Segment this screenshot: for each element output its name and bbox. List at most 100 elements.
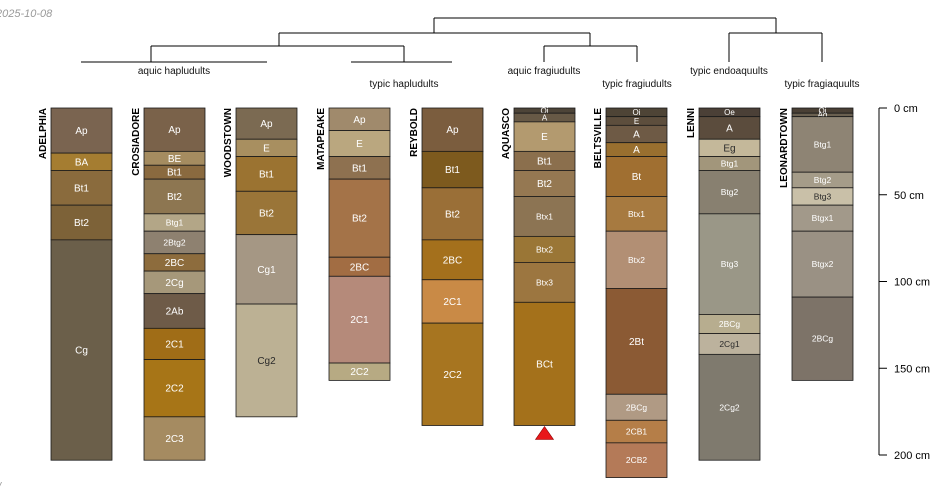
depth-tick-label: 100 cm (894, 277, 930, 289)
horizon-label: Btg3 (814, 191, 832, 201)
group-label: typic fragiudults (602, 79, 671, 90)
horizon-label: Bt1 (74, 183, 89, 194)
profile-name: CROSIADORE (131, 108, 142, 176)
profile-name: MATAPEAKE (316, 108, 327, 170)
horizon-label: Btg2 (721, 187, 739, 197)
horizon-block (791, 230, 854, 298)
horizon-label: Bt2 (445, 209, 460, 220)
horizon-label: Cg (75, 346, 88, 357)
horizon-label: Btgx1 (812, 213, 834, 223)
horizon-label: 2Cg (165, 278, 183, 289)
horizon-label: BCt (536, 359, 553, 370)
horizon-label: Btg1 (166, 217, 184, 227)
horizon-label: 2BCg (719, 319, 741, 329)
horizon-label: 2C3 (165, 434, 184, 445)
horizon-block (143, 107, 206, 152)
profile-name: WOODSTOWN (223, 108, 234, 177)
horizon-label: E (356, 139, 363, 150)
horizon-label: Btx1 (628, 209, 645, 219)
profile-name: LENNI (686, 108, 697, 138)
horizon-label: Bt2 (167, 192, 182, 203)
horizon-label: Bt2 (537, 179, 552, 190)
group-labels: aquic hapludults typic hapludults aquic fr… (138, 66, 860, 90)
depth-tick-label: 150 cm (894, 363, 930, 375)
group-label: typic hapludults (370, 79, 439, 90)
horizon-label: 2BC (165, 258, 184, 269)
horizon-block (605, 196, 668, 232)
horizon-block (143, 416, 206, 461)
horizon-label: 2C1 (443, 297, 462, 308)
profile-name: REYBOLD (409, 108, 420, 157)
bottom-marker (534, 425, 555, 440)
horizon-label: Ag (818, 111, 828, 120)
horizon-label: Btg1 (721, 158, 739, 168)
horizon-label: Btx2 (536, 244, 553, 254)
horizon-block (421, 322, 484, 426)
group-label: aquic fragiudults (508, 66, 581, 77)
horizon-label: E (541, 132, 548, 143)
group-label: aquic hapludults (138, 66, 210, 77)
horizon-block (50, 239, 113, 461)
horizon-label: E (263, 143, 270, 154)
group-label: typic endoaquults (690, 66, 768, 77)
horizon-label: 2Bt (629, 337, 644, 348)
horizon-label: A (726, 123, 733, 134)
horizon-label: Oi (541, 106, 549, 115)
profile-name: BELTSVILLE (593, 108, 604, 169)
horizon-label: 2BCg (812, 334, 834, 344)
horizon-label: 2C2 (443, 370, 462, 381)
horizon-label: Btg3 (721, 259, 739, 269)
horizon-label: 2C2 (165, 384, 184, 395)
horizon-block (235, 190, 298, 236)
horizon-block (421, 239, 484, 281)
horizon-label: Btg2 (814, 175, 832, 185)
dendrogram (81, 17, 823, 63)
horizon-label: A (633, 145, 640, 156)
horizon-label: Ap (446, 125, 459, 136)
date-stamp: 2025-10-08 (0, 8, 53, 20)
horizon-label: 2Cg2 (719, 402, 740, 412)
profile-name: AQUASCO (501, 108, 512, 159)
horizon-label: Bt1 (537, 156, 552, 167)
horizon-label: Ap (353, 115, 366, 126)
horizon-label: Oi (633, 108, 641, 117)
horizon-label: Bt1 (352, 163, 367, 174)
horizon-block (698, 353, 761, 461)
horizon-label: Bt (632, 172, 642, 183)
depth-tick-label: 200 cm (894, 450, 930, 462)
horizon-block (513, 301, 576, 426)
horizon-label: 2BCg (626, 402, 648, 412)
soil-profile: Oe A Eg Btg1 Btg2 Btg3 2BCg 2Cg1 2Cg2 LENNI (686, 107, 761, 461)
horizon-block (791, 116, 854, 173)
horizon-block (791, 296, 854, 381)
group-label: typic fragiaquults (784, 79, 859, 90)
horizon-label: 2BC (443, 255, 462, 266)
horizon-label: A (542, 113, 548, 122)
horizon-label: Oi (819, 106, 827, 115)
horizon-label: 2Btg2 (163, 237, 185, 247)
horizon-label: 2C1 (165, 339, 184, 350)
horizon-label: A (633, 130, 640, 141)
horizon-block (513, 262, 576, 303)
horizon-block (605, 442, 668, 478)
horizon-block (791, 204, 854, 232)
horizon-label: 2CB2 (626, 455, 648, 465)
depth-axis: 0 cm 50 cm 100 cm 150 cm 200 cm (878, 103, 930, 462)
horizon-label: Ap (260, 119, 273, 130)
horizon-block (143, 178, 206, 215)
soil-profile: Ap BE Bt1 Bt2 Btg1 2Btg2 2BC 2Cg 2Ab 2C1 2C2 2C3 CRO… (131, 107, 206, 461)
horizon-block (235, 234, 298, 305)
depth-tick-label: 50 cm (894, 190, 924, 202)
horizon-block (421, 107, 484, 152)
horizon-label: Bt2 (74, 218, 89, 229)
horizon-label: Bt2 (259, 208, 274, 219)
horizon-block (605, 288, 668, 395)
soil-profile: Ap Bt1 Bt2 2BC 2C1 2C2 REYBOLD (409, 107, 484, 426)
horizon-label: 2Ab (166, 306, 184, 317)
horizon-label: BA (75, 157, 89, 168)
horizon-block (698, 170, 761, 215)
horizon-label: Bt2 (352, 214, 367, 225)
soil-profile: OiA E Bt1 Bt2 Btx1 Btx2 Btx3 BCt AQUASCO (501, 106, 576, 440)
